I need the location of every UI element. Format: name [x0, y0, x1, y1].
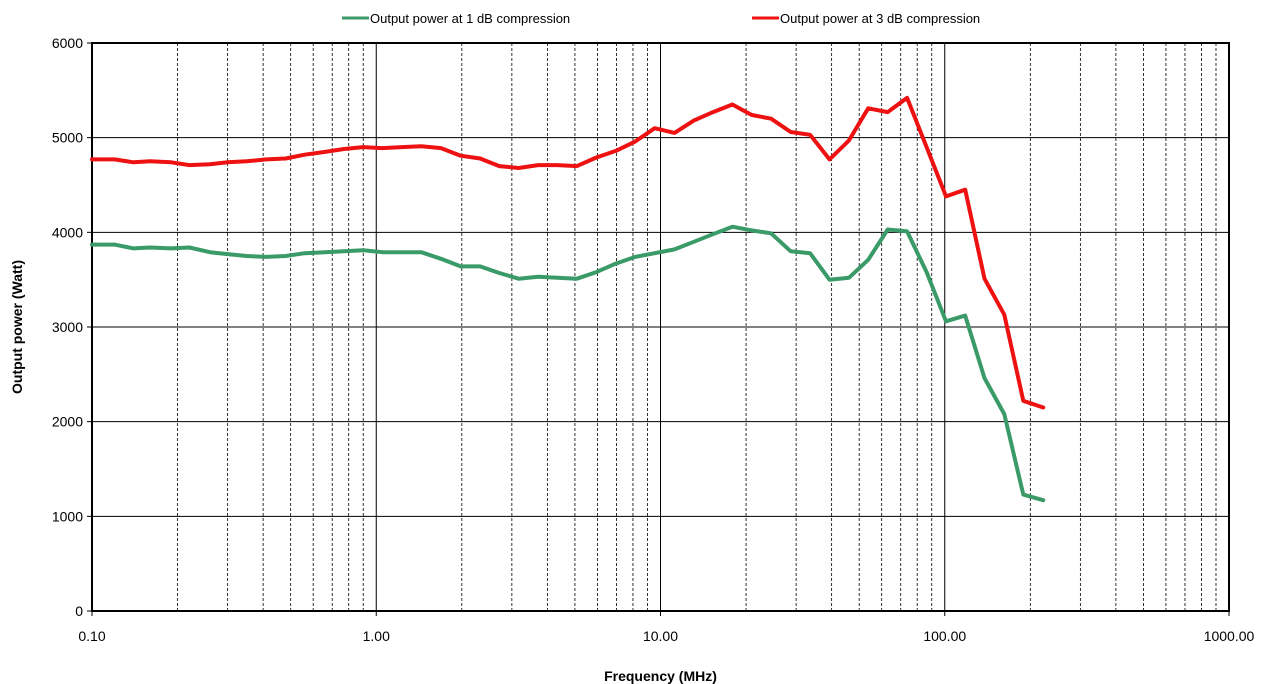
x-axis-title: Frequency (MHz)	[604, 668, 717, 684]
y-tick-label: 4000	[52, 224, 83, 240]
series-line-1	[90, 224, 1046, 503]
x-tick-label: 100.00	[923, 628, 966, 644]
x-tick-label: 1.00	[363, 628, 390, 644]
y-tick-label: 1000	[52, 508, 83, 524]
y-tick-label: 2000	[52, 414, 83, 430]
x-tick-label: 1000.00	[1204, 628, 1255, 644]
y-tick-label: 3000	[52, 319, 83, 335]
x-axis: 0.10 1.00 10.00 100.00 1000.00	[78, 611, 1255, 644]
x-tick-label: 10.00	[643, 628, 678, 644]
legend: Output power at 1 dB compression Output p…	[342, 11, 980, 26]
x-tick-label: 0.10	[78, 628, 105, 644]
series-layer	[90, 95, 1046, 503]
y-tick-label: 5000	[52, 130, 83, 146]
legend-label-2: Output power at 3 dB compression	[780, 11, 980, 26]
series-line-2	[90, 95, 1046, 410]
y-tick-label: 0	[75, 603, 83, 619]
y-axis: 0 1000 2000 3000 4000 5000 6000	[52, 35, 92, 619]
y-axis-title: Output power (Watt)	[9, 260, 25, 394]
y-tick-label: 6000	[52, 35, 83, 51]
legend-label-1: Output power at 1 dB compression	[370, 11, 570, 26]
